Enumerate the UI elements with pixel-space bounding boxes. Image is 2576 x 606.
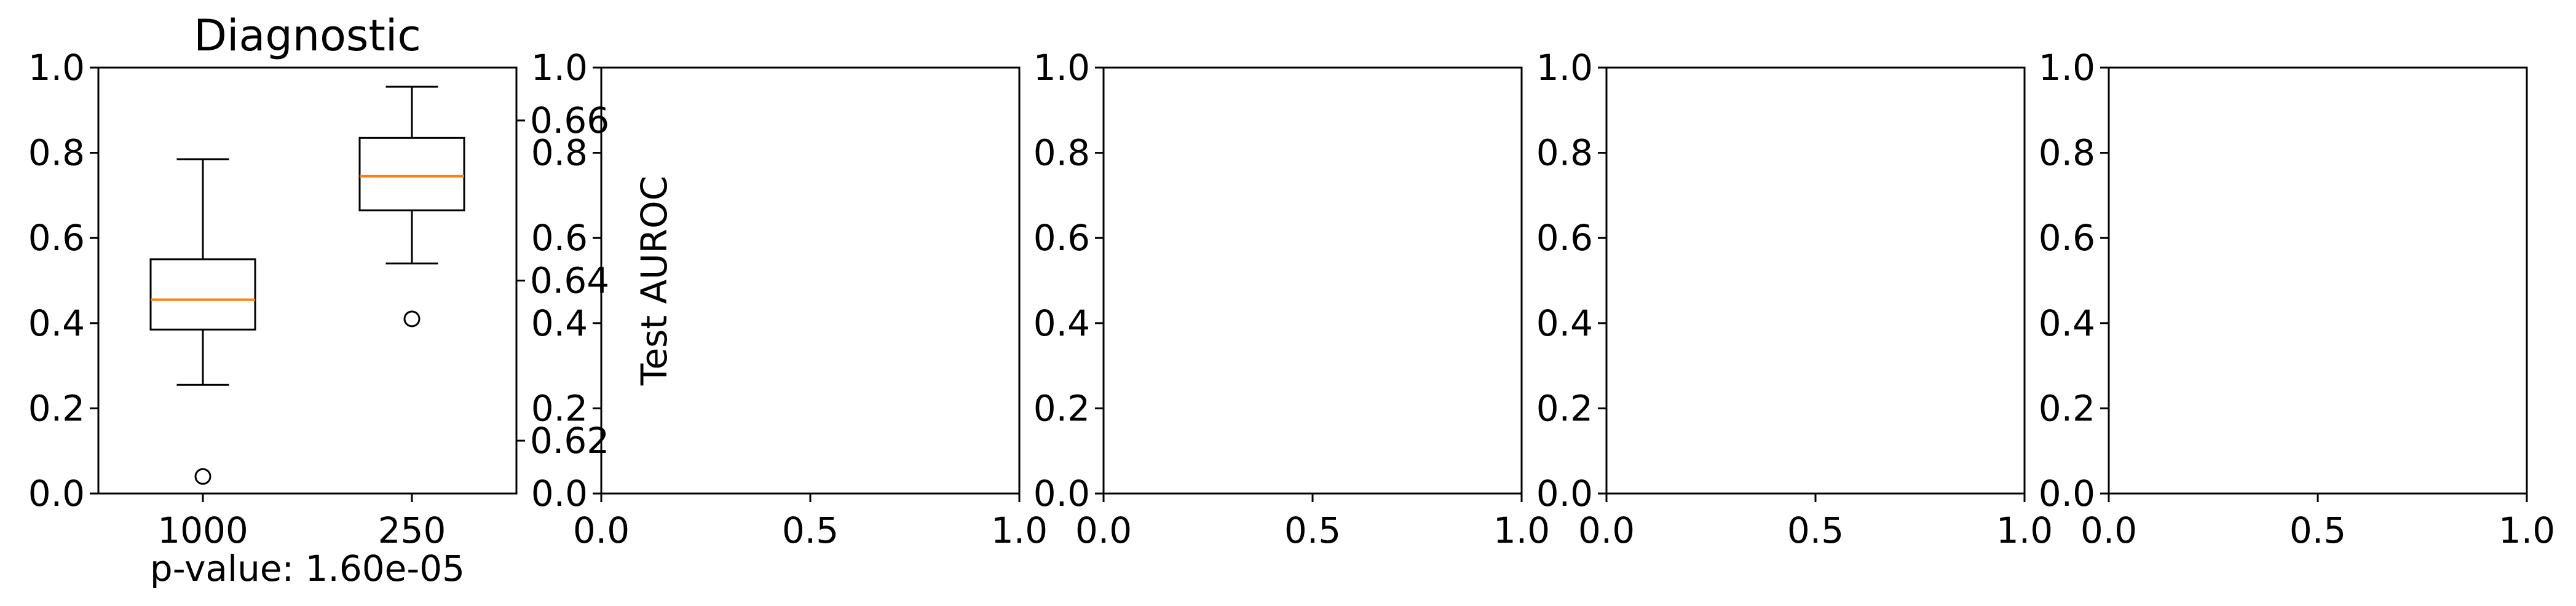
x-tick-label: 1.0 <box>991 510 1048 551</box>
x-tick-label: 1.0 <box>2499 510 2555 551</box>
y-tick-label: 1.0 <box>28 47 85 89</box>
axes-frame <box>97 66 518 495</box>
x-tick-label: 0.0 <box>1075 510 1132 551</box>
y-tick-label: 0.2 <box>1536 387 1593 429</box>
y-tick-label: 0.2 <box>28 387 85 429</box>
y-tick-label: 0.4 <box>531 302 588 344</box>
x-tick-label: 0.5 <box>782 510 839 551</box>
axes-frame <box>1102 66 1523 495</box>
x-tick-label: 250 <box>378 510 446 551</box>
y-tick-label: 1.0 <box>2039 47 2095 89</box>
y-tick-label: 0.8 <box>1536 132 1593 174</box>
y-tick-label: 0.2 <box>1033 387 1090 429</box>
outlier-point <box>194 468 211 485</box>
y-tick-label: 0.4 <box>28 302 85 344</box>
x-tick-label: 1000 <box>157 510 248 551</box>
y-tick-label: 0.6 <box>1033 217 1090 259</box>
y-tick-label: 0.4 <box>2039 302 2095 344</box>
secondary-y-tick-label: 0.64 <box>530 260 609 302</box>
x-tick-label: 0.5 <box>2290 510 2346 551</box>
box-1000 <box>149 158 256 485</box>
y-tick-label: 0.8 <box>2039 132 2095 174</box>
y-tick-label: 0.8 <box>1033 132 1090 174</box>
y-tick-label: 0.2 <box>2039 387 2095 429</box>
y-tick-label: 0.2 <box>531 387 588 429</box>
y-tick-label: 1.0 <box>1033 47 1090 89</box>
axes-frame <box>1605 66 2026 495</box>
x-tick-label: 0.0 <box>1578 510 1635 551</box>
secondary-y-tick-label: 0.66 <box>530 100 609 141</box>
x-tick-label: 0.5 <box>1787 510 1844 551</box>
y-tick-label: 0.8 <box>28 132 85 174</box>
y-tick-label: 0.0 <box>1536 473 1593 514</box>
y-tick-label: 0.8 <box>531 132 588 174</box>
chart-title: Diagnostic <box>194 10 421 61</box>
x-tick-label: 1.0 <box>1996 510 2053 551</box>
y-tick-label: 1.0 <box>1536 47 1593 89</box>
p-value-annotation: p-value: 1.60e-05 <box>150 548 465 589</box>
axes-frame <box>600 66 1021 495</box>
x-tick-label: 0.0 <box>2080 510 2137 551</box>
y-tick-label: 1.0 <box>531 47 588 89</box>
y-tick-label: 0.4 <box>1536 302 1593 344</box>
secondary-y-tick-label: 0.62 <box>530 420 609 462</box>
outlier-point <box>403 310 421 328</box>
y-tick-label: 0.4 <box>1033 302 1090 344</box>
axes-layer: 0.0 0.2 0.4 0.6 0.8 1.0 1000 250 Diagnostic p-val… <box>28 10 2555 589</box>
secondary-y-axis-label: Test AUROC <box>633 176 675 386</box>
x-tick-label: 0.0 <box>573 510 630 551</box>
box-iqr <box>149 258 256 331</box>
box-iqr <box>358 136 465 211</box>
y-tick-label: 0.0 <box>2039 473 2095 514</box>
x-tick-label: 0.5 <box>1284 510 1341 551</box>
x-tick-label: 1.0 <box>1493 510 1550 551</box>
y-tick-label: 0.0 <box>531 473 588 514</box>
y-tick-label: 0.0 <box>1033 473 1090 514</box>
y-tick-label: 0.6 <box>28 217 85 259</box>
y-tick-label: 0.6 <box>1536 217 1593 259</box>
y-tick-label: 0.6 <box>531 217 588 259</box>
box-250 <box>358 85 465 328</box>
y-tick-label: 0.6 <box>2039 217 2095 259</box>
y-tick-label: 0.0 <box>28 473 85 514</box>
axes-frame <box>2108 66 2528 495</box>
